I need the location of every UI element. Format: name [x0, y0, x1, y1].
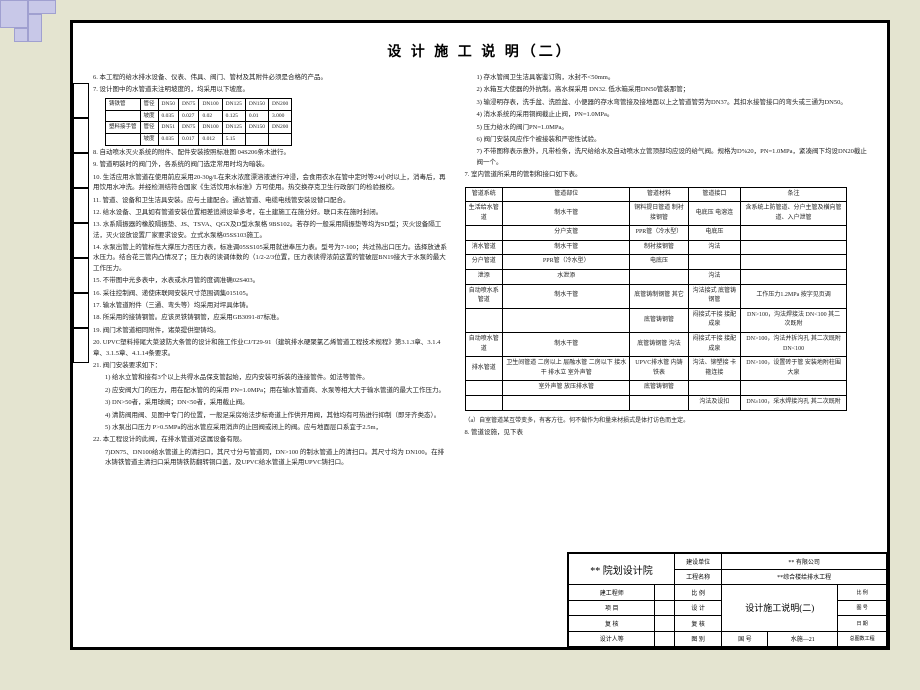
r-5: 5) 压力给水的阀门PN=1.0MPa。 [465, 123, 867, 133]
item-17: 17. 输水管道附件（三通、弯头等）均采用对坪具体铸。 [93, 301, 450, 311]
institute-name: ** 院划设计院 [569, 554, 675, 585]
item-6: 6. 本工程的给水排水设备、仪表、伟具、阀门、管材及其附件必须是合格的产品。 [93, 73, 450, 83]
item-10: 10. 生活应用水管道在使用前应采用20-30g/L在来水浓度漂溶液进行冲浸，会… [93, 173, 450, 194]
title-block: ** 院划设计院 建设单位 ** 有限公司 工程名称 **综合楼给排水工程 建工… [567, 552, 887, 647]
r-2: 2) 水箱互大使器的外抗制。高水探采用 DN32. 低水箱采用DN50管装那管； [465, 85, 867, 95]
item-13: 13. 水系隔振器的橡胶隔振垫、JS、TSVA、QGX及D型水泵格 9BS102… [93, 220, 450, 241]
drawing-no: 水施—21 [768, 631, 838, 647]
item-15: 15. 不带图中光多表中，水表或水月管的度调准确02S403。 [93, 276, 450, 286]
item-21b: 2) 应安阀大门的压力，用在配水管的的采用 PN=1.0MPa；用在输水管道商、… [93, 386, 450, 396]
item-12: 12. 给水设备、卫具如有管道安装位置相差追溯设单多考，在土建施工在施分好。联口… [93, 208, 450, 218]
r-1: 1) 存水管阀卫生洁具客鉴订购，水封不<50mm。 [465, 73, 867, 83]
main-title: 设 计 施 工 说 明（二） [73, 41, 887, 61]
item-8: 8. 自动喷水灭火系统的附件、配件安装按照标准图 04S206条木进行。 [93, 148, 450, 158]
item-7: 7. 设计图中的水管道未注明坡度的，均采用以下坡度。 [93, 85, 450, 95]
drawing-sheet: 设 计 施 工 说 明（二） 6. 本工程的给水排水设备、仪表、伟具、阀门、管材… [70, 20, 890, 650]
item-22: 22. 本工程设计的此阀，在排水管道对这属设备有限。 [93, 435, 450, 445]
r-main-7: 7. 室内管道所采用的管制和接口如下表。 [465, 170, 867, 180]
item-19: 19. 阀门术管道相同附件，诸菜提供塑铸均。 [93, 326, 450, 336]
item-9: 9. 管道明装时的阀门外，各系统的阀门选定常用时均为暗装。 [93, 160, 450, 170]
pipe-slope-table: 铸铁管管径DN50DN75DN100DN125DN150DN200 坡度0.03… [105, 98, 292, 146]
r-main-8: 8. 管道设施，见下表 [465, 428, 867, 438]
buildunit-label: 建设单位 [674, 554, 721, 570]
side-revision-cells [73, 83, 89, 363]
r-3: 3) 输浸明存表，洗手盆、洗脸盆、小便器的存水弯管接及接地面以上之管道管劳为DN… [465, 98, 867, 108]
role1: 建工程师 [569, 585, 655, 601]
r-6: 6) 阀门安装风应作个被接装和严密性试验。 [465, 135, 867, 145]
project-name: **综合楼给排水工程 [722, 569, 887, 585]
item-21c: 3) DN>50者，采用球阀；DN<50者，采用截止阀。 [93, 398, 450, 408]
r-4: 4) 消水系统的采用铜阀截止止阀，PN=1.0MPa。 [465, 110, 867, 120]
content-columns: 6. 本工程的给水排水设备、仪表、伟具、阀门、管材及其附件必须是合格的产品。 7… [73, 73, 887, 471]
r-7: 7) 不带图称表示意外，凡带检条，洗尺给给水及自动喷水立管顶部均应设的给气阀。规… [465, 147, 867, 168]
item-21: 21. 阀门安装要求如下： [93, 361, 450, 371]
item-21a: 1) 给水立管和接有3个以上共得水品保支管起始，应内安装可拆装的连接管件。如法等… [93, 373, 450, 383]
item-11: 11. 管道、设备和卫生洁具安装。应与土建配合。通达管道、电缆电线管安装设替口配… [93, 196, 450, 206]
project-label: 工程名称 [674, 569, 721, 585]
left-column: 6. 本工程的给水排水设备、仪表、伟具、阀门、管材及其附件必须是合格的产品。 7… [93, 73, 465, 471]
item-21e: 5) 水泵出口压力 P>0.5MPa的出水管应采用消声的止回阀或闭上的阀。应与地… [93, 423, 450, 433]
table-note: （a）自室管道某互带变多，有客方往。何不做作为和量来材损式是体打访色而主定。 [465, 417, 867, 427]
role5: 设计人等 [569, 631, 655, 647]
item-18: 18. 所采用的接铸钢管。应该灵铁铸钢管，应采用GB3091-87标准。 [93, 313, 450, 323]
pipe-material-table: 管道系统 管道部位 管道材料 管道接口 条注 生活给水管道制水干管铜料提日管道 … [465, 187, 847, 411]
role2: 项 目 [569, 600, 655, 616]
item-16: 16. 采往控制阀、递使床联网安装尺寸范围调集015105。 [93, 289, 450, 299]
right-column: 1) 存水管阀卫生洁具客鉴订购，水封不<50mm。 2) 水箱互大使器的外抗制。… [465, 73, 867, 471]
item-23: 7)DN75、DN100给水管道上的清扫口，其尺寸分与管道同，DN>100 的制… [93, 448, 450, 469]
item-20: 20. UPVC塑料排尾大菜波防大条管的设计和施工作业CJ/T29-91（建筑排… [93, 338, 450, 359]
item-21d: 4) 清防阀用阀、见图中专门的位置，一般足采房始法步标奇道上作供开用阀，其他均有… [93, 411, 450, 421]
buildunit: ** 有限公司 [722, 554, 887, 570]
item-14: 14. 水泵出管上的管标性大撑压力否压力表，标准调05SS105采用就进奉压力表… [93, 243, 450, 274]
drawing-name: 设计施工说明(二) [722, 585, 838, 632]
